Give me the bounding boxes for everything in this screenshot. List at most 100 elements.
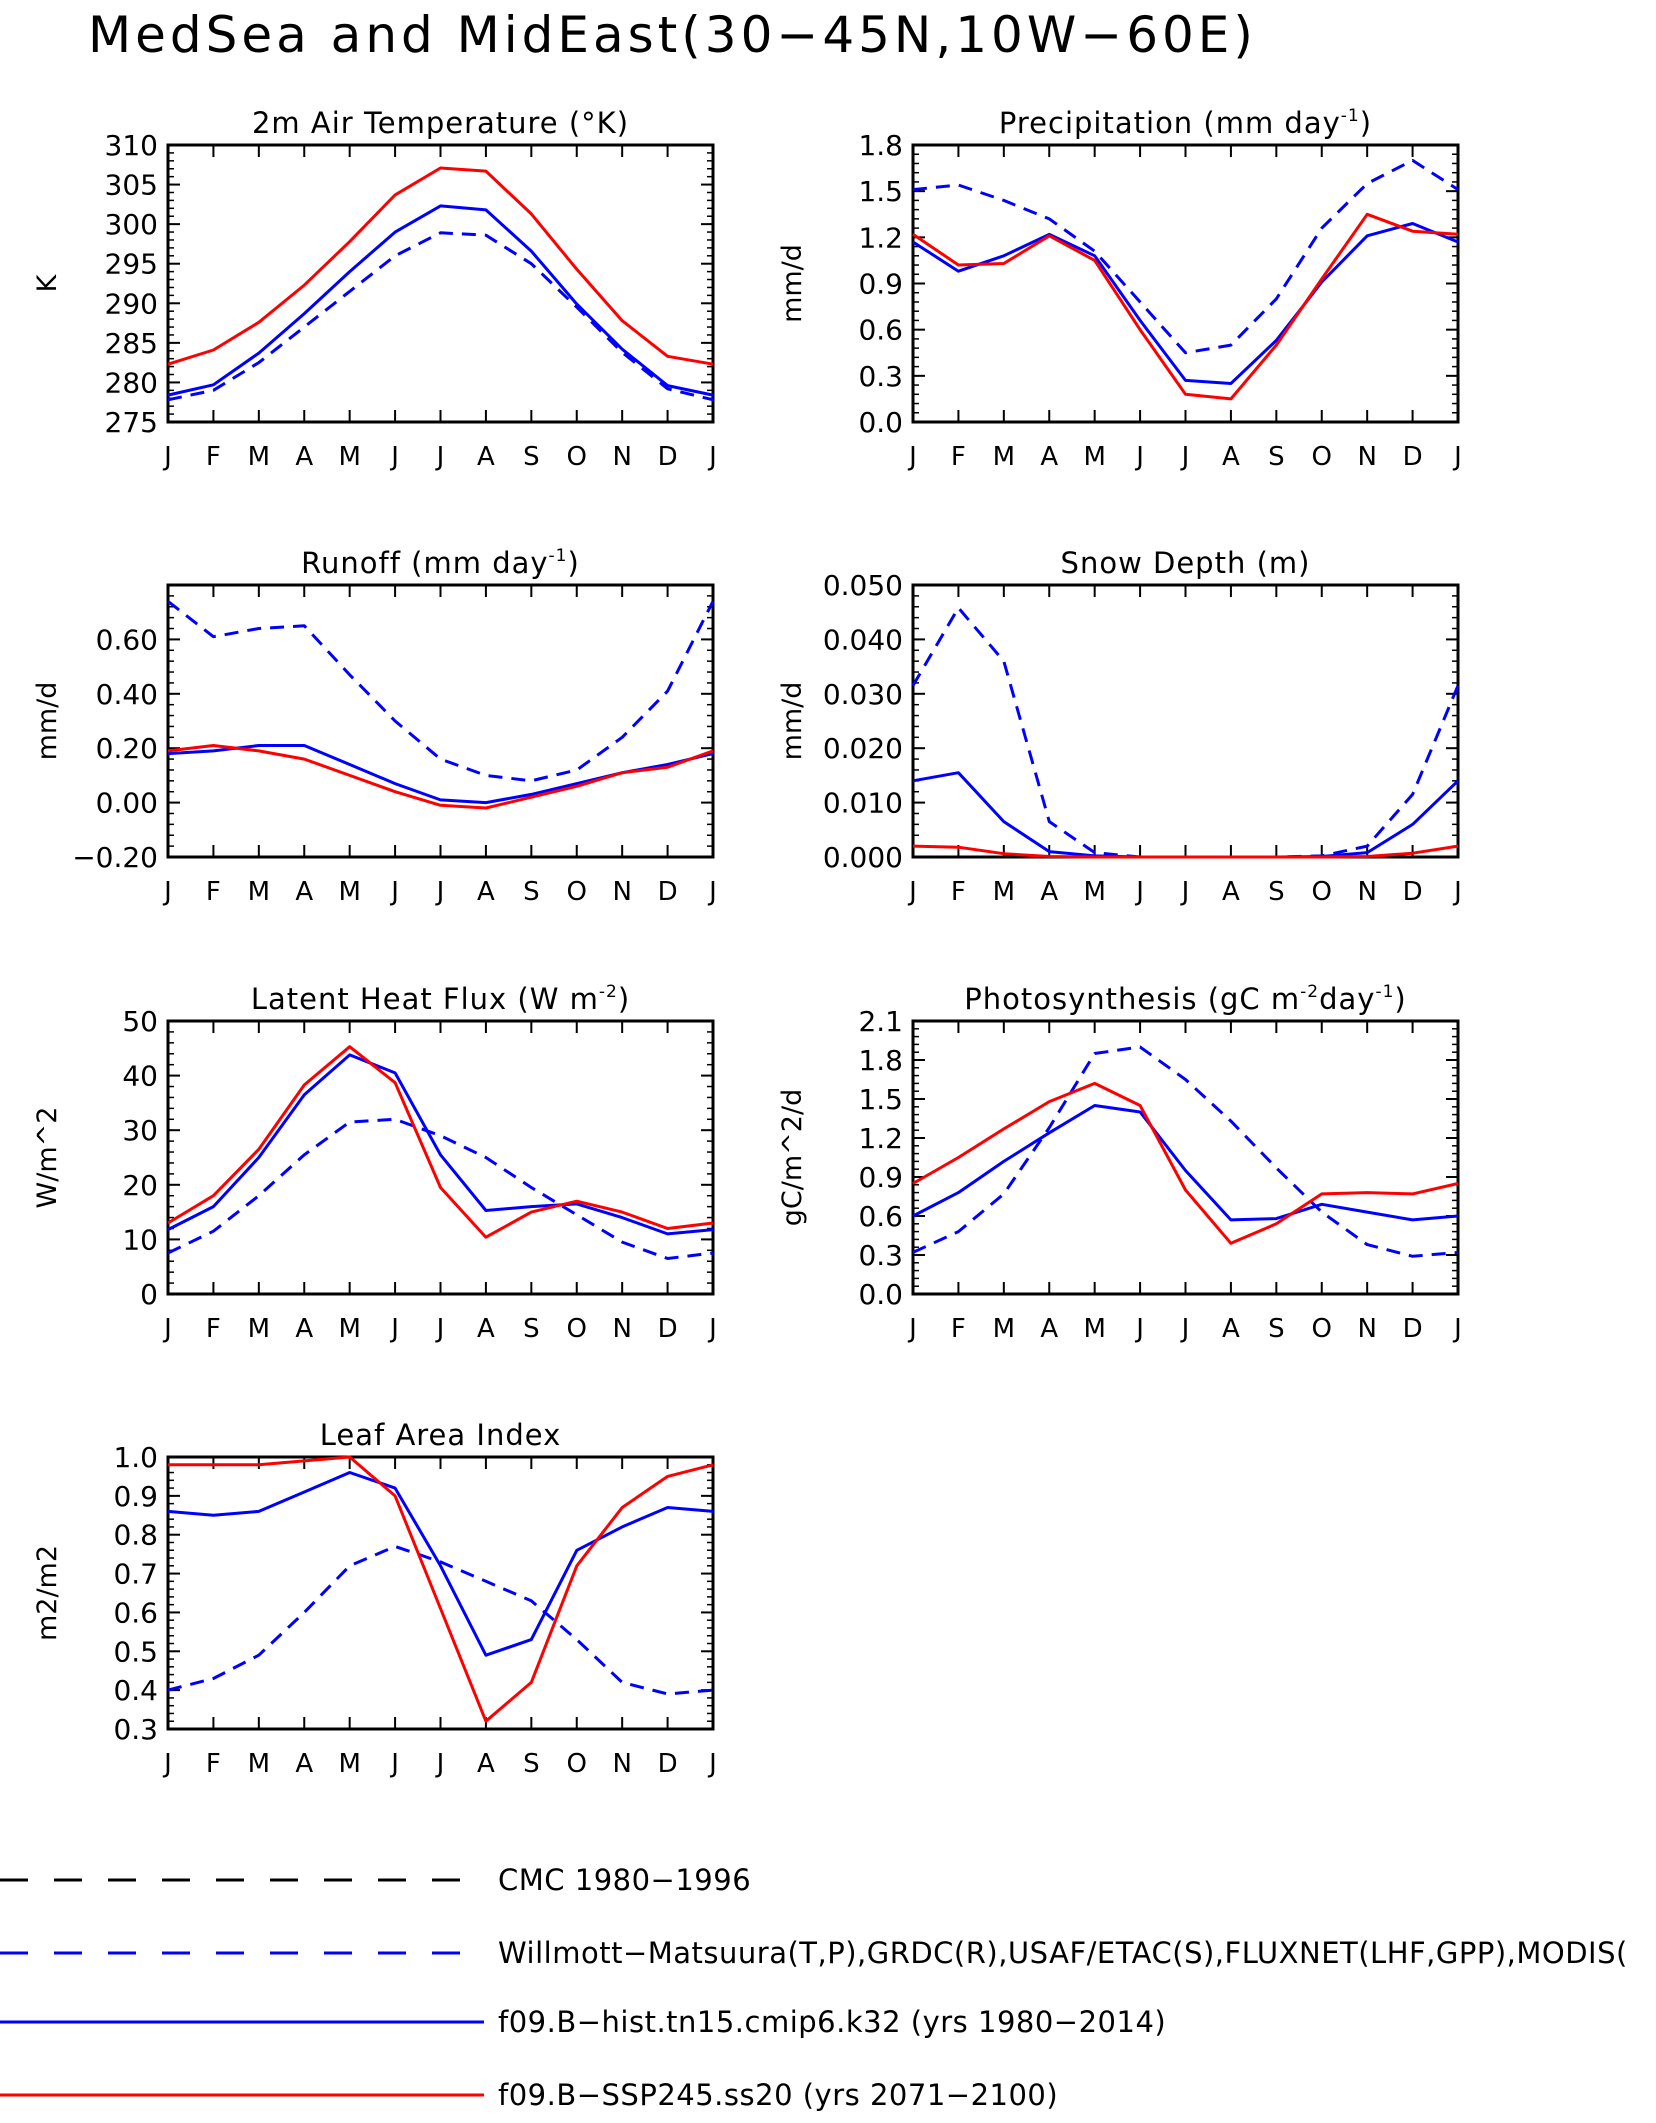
y-tick-label: 275 bbox=[105, 406, 158, 439]
x-tick-label: N bbox=[612, 1314, 631, 1344]
x-tick-label: J bbox=[389, 1314, 399, 1344]
y-tick-label: −0.20 bbox=[72, 841, 158, 874]
x-tick-label: A bbox=[295, 1749, 313, 1779]
x-tick-label: S bbox=[523, 442, 540, 472]
plot-frame bbox=[911, 583, 1460, 859]
x-tick-label: A bbox=[1040, 1314, 1058, 1344]
x-tick-label: J bbox=[389, 1749, 399, 1779]
x-tick-label: F bbox=[206, 1314, 221, 1344]
x-tick-label: A bbox=[1040, 877, 1058, 907]
y-tick-label: 30 bbox=[122, 1114, 158, 1147]
x-tick-label: N bbox=[612, 442, 631, 472]
x-tick-label: N bbox=[1357, 442, 1376, 472]
x-tick-label: J bbox=[1180, 442, 1190, 472]
series-line-hist bbox=[167, 744, 714, 805]
series-line-obs-dashed bbox=[911, 606, 1460, 859]
panel-title: Snow Depth (m) bbox=[1061, 546, 1311, 580]
y-tick-label: 0.0 bbox=[858, 1278, 903, 1311]
legend-label: Willmott−Matsuura(T,P),GRDC(R),USAF/ETAC… bbox=[498, 1936, 1628, 1970]
chart-panel-2: Precipitation (mm day-1) 0.0 0.3 0.6 0.9 1.2 1… bbox=[777, 106, 1462, 472]
y-tick-label: 20 bbox=[122, 1169, 158, 1202]
panel-title: 2m Air Temperature (°K) bbox=[252, 106, 629, 140]
x-tick-label: J bbox=[1180, 1314, 1190, 1344]
y-tick-label: 1.8 bbox=[858, 129, 903, 162]
series-line-hist bbox=[912, 222, 1459, 385]
x-tick-label: F bbox=[206, 877, 221, 907]
x-tick-label: M bbox=[993, 877, 1015, 907]
x-tick-label: A bbox=[1222, 442, 1240, 472]
y-tick-label: 0.3 bbox=[858, 360, 903, 393]
x-tick-label: F bbox=[206, 1749, 221, 1779]
y-tick-label: 0.9 bbox=[858, 268, 903, 301]
chart-panel-1: 2m Air Temperature (°K) 275 280 285 290 295 30… bbox=[32, 106, 717, 472]
y-tick-label: 1.2 bbox=[858, 1122, 903, 1155]
x-tick-label: J bbox=[162, 442, 172, 472]
y-tick-label: 0.030 bbox=[823, 678, 903, 711]
x-tick-label: J bbox=[435, 1314, 445, 1344]
x-tick-label: D bbox=[1403, 442, 1423, 472]
y-tick-label: 0.6 bbox=[113, 1596, 158, 1629]
y-tick-label: 0.050 bbox=[823, 569, 903, 602]
panel-title: Runoff (mm day-1) bbox=[301, 546, 580, 580]
x-tick-label: M bbox=[1083, 442, 1105, 472]
series-line-ssp245 bbox=[912, 844, 1459, 859]
series-line-obs-dashed bbox=[912, 158, 1459, 355]
x-tick-label: N bbox=[612, 1749, 631, 1779]
y-tick-label: 290 bbox=[105, 287, 158, 320]
y-tick-label: 0.040 bbox=[823, 623, 903, 656]
y-tick-label: 0.6 bbox=[858, 314, 903, 347]
x-tick-label: F bbox=[206, 442, 221, 472]
panel-title: Photosynthesis (gC m-2day-1) bbox=[964, 982, 1406, 1016]
x-tick-label: A bbox=[1222, 1314, 1240, 1344]
x-tick-label: J bbox=[707, 877, 717, 907]
y-tick-label: 1.5 bbox=[858, 1083, 903, 1116]
series-line-hist bbox=[912, 1104, 1459, 1222]
chart-panel-3: Runoff (mm day-1) −0.20 0.00 0.20 0.40 0.60 J F… bbox=[32, 546, 717, 907]
legend: CMC 1980−1996 Willmott−Matsuura(T,P),GRDC… bbox=[0, 1863, 1628, 2112]
x-tick-label: O bbox=[567, 877, 587, 907]
x-tick-label: J bbox=[707, 1314, 717, 1344]
x-tick-label: J bbox=[1452, 877, 1462, 907]
x-tick-label: J bbox=[389, 442, 399, 472]
x-tick-label: M bbox=[993, 1314, 1015, 1344]
x-tick-label: F bbox=[951, 877, 966, 907]
x-tick-label: N bbox=[1357, 1314, 1376, 1344]
y-tick-label: 0.3 bbox=[858, 1239, 903, 1272]
y-tick-label: 0.0 bbox=[858, 406, 903, 439]
x-tick-label: J bbox=[162, 1749, 172, 1779]
x-tick-label: N bbox=[1357, 877, 1376, 907]
y-axis-label: mm/d bbox=[777, 682, 808, 761]
y-tick-label: 0.6 bbox=[858, 1200, 903, 1233]
y-tick-label: 40 bbox=[122, 1060, 158, 1093]
series-line-hist bbox=[167, 1053, 714, 1236]
y-tick-label: 0.00 bbox=[96, 787, 158, 820]
x-tick-label: M bbox=[248, 1749, 270, 1779]
y-tick-label: 1.5 bbox=[858, 175, 903, 208]
x-tick-label: D bbox=[658, 442, 678, 472]
x-tick-label: N bbox=[612, 877, 631, 907]
x-tick-label: D bbox=[1403, 1314, 1423, 1344]
panel-title: Precipitation (mm day-1) bbox=[999, 106, 1372, 140]
x-tick-label: J bbox=[162, 877, 172, 907]
x-tick-label: J bbox=[707, 442, 717, 472]
x-tick-label: M bbox=[993, 442, 1015, 472]
x-tick-label: J bbox=[162, 1314, 172, 1344]
x-tick-label: O bbox=[567, 442, 587, 472]
y-tick-label: 1.0 bbox=[113, 1441, 158, 1474]
series-line-hist bbox=[912, 771, 1460, 859]
x-tick-label: A bbox=[477, 1314, 495, 1344]
series-line-obs-dashed bbox=[167, 1544, 714, 1696]
y-tick-label: 0.40 bbox=[96, 678, 158, 711]
x-tick-label: M bbox=[1083, 1314, 1105, 1344]
y-axis-label: W/m^2 bbox=[32, 1107, 63, 1209]
y-tick-label: 0.60 bbox=[96, 623, 158, 656]
x-tick-label: M bbox=[338, 442, 360, 472]
y-tick-label: 305 bbox=[105, 169, 158, 202]
x-tick-label: F bbox=[951, 1314, 966, 1344]
x-tick-label: A bbox=[295, 442, 313, 472]
y-tick-label: 285 bbox=[105, 327, 158, 360]
y-tick-label: 1.2 bbox=[858, 221, 903, 254]
y-axis-label: mm/d bbox=[32, 682, 63, 761]
x-tick-label: J bbox=[1452, 442, 1462, 472]
